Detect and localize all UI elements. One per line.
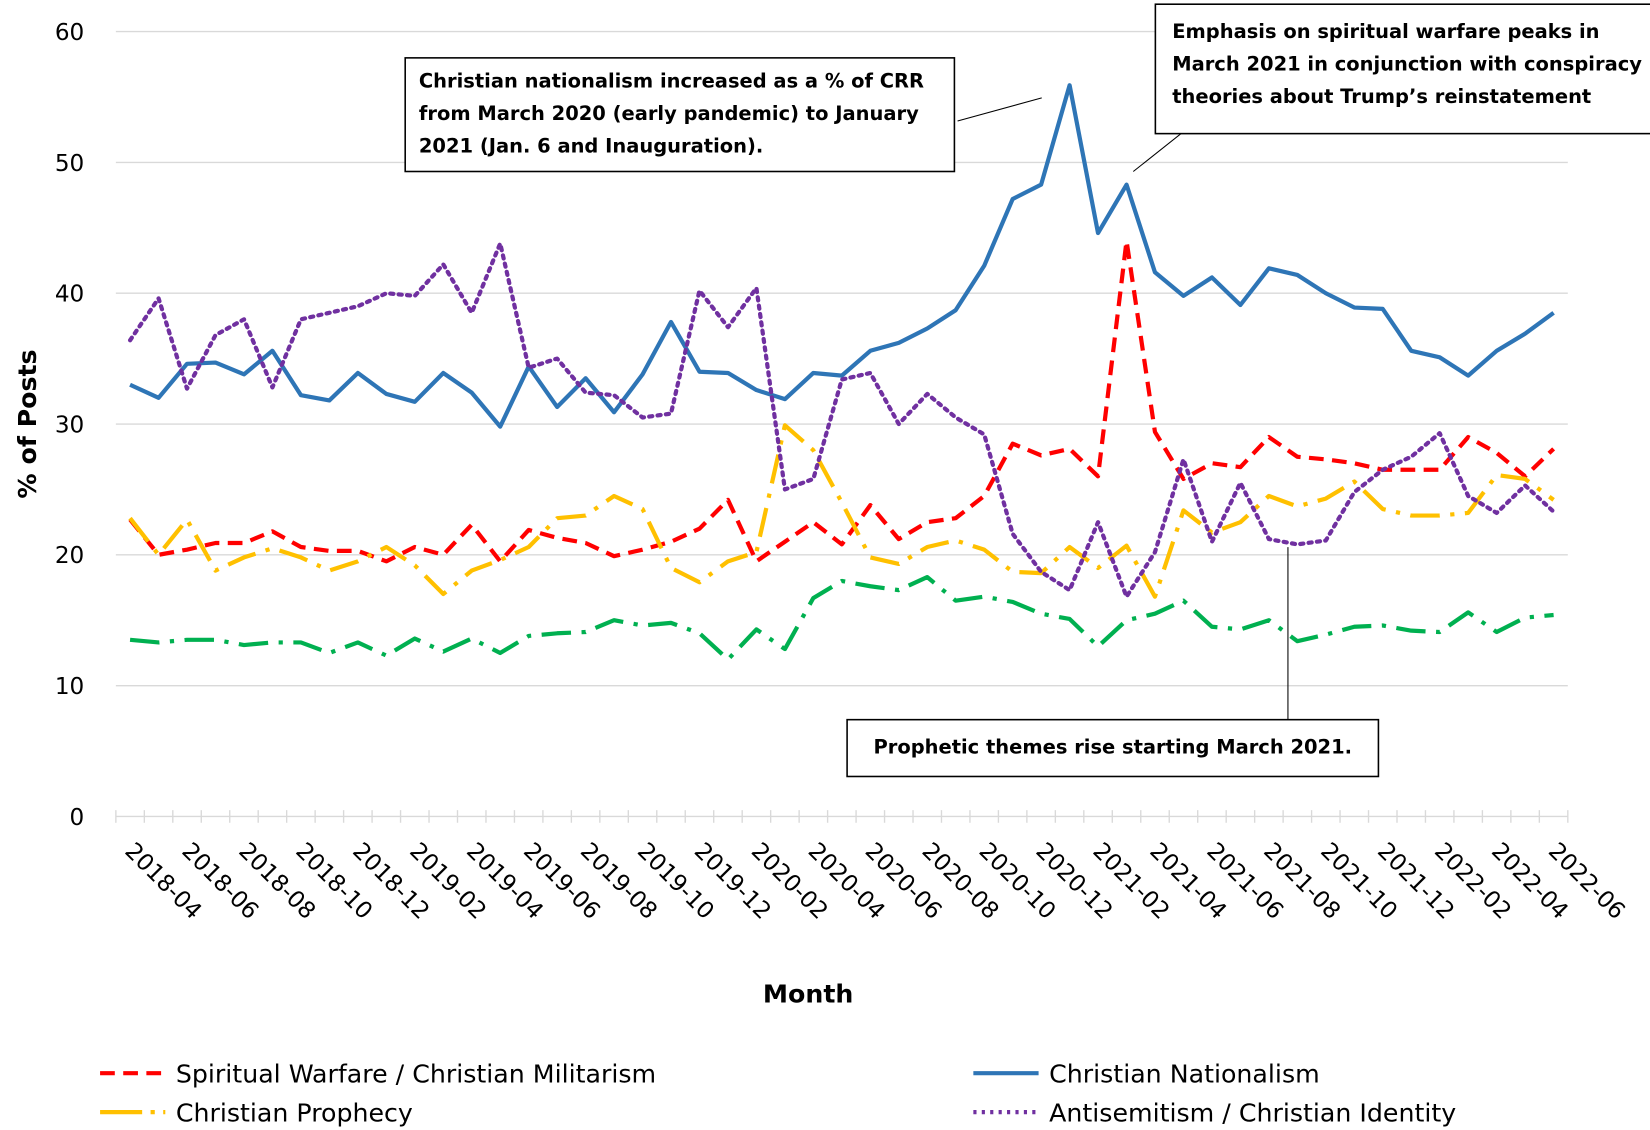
annotation-box bbox=[846, 718, 1380, 778]
y-tick-label: 60 bbox=[55, 20, 84, 46]
legend: Spiritual Warfare / Christian Militarism… bbox=[100, 1060, 1456, 1128]
y-tick-label: 20 bbox=[55, 543, 84, 569]
x-axis-title: Month bbox=[763, 980, 853, 1009]
annotation-text: Christian nationalism increased as a % o… bbox=[418, 70, 925, 158]
lines bbox=[127, 83, 1556, 662]
legend-label: Spiritual Warfare / Christian Militarism bbox=[176, 1060, 656, 1089]
annotation-box bbox=[1154, 3, 1650, 135]
series-line bbox=[128, 238, 1556, 564]
legend-label: Antisemitism / Christian Identity bbox=[1049, 1099, 1456, 1128]
annotations: Christian nationalism increased as a % o… bbox=[404, 3, 1650, 778]
leader-line bbox=[957, 97, 1042, 122]
annotation-text: Prophetic themes rise starting March 202… bbox=[873, 736, 1353, 759]
annotation: Prophetic themes rise starting March 202… bbox=[873, 736, 1353, 759]
legend-label: Christian Nationalism bbox=[1049, 1060, 1320, 1089]
y-axis-title: % of Posts bbox=[13, 349, 42, 498]
annotation-box bbox=[404, 57, 956, 173]
series-line bbox=[129, 574, 1554, 662]
y-tick-label: 30 bbox=[55, 412, 84, 438]
legend-label: Christian Prophecy bbox=[176, 1099, 413, 1128]
annotation: Christian nationalism increased as a % o… bbox=[418, 70, 925, 158]
y-tick-label: 50 bbox=[55, 151, 84, 177]
series-line bbox=[128, 423, 1555, 599]
y-tick-label: 40 bbox=[55, 282, 84, 308]
y-tick-label: 10 bbox=[55, 674, 84, 700]
annotation: Emphasis on spiritual warfare peaks in M… bbox=[1172, 21, 1642, 109]
y-tick-label: 0 bbox=[70, 805, 85, 831]
annotation-text: Emphasis on spiritual warfare peaks in M… bbox=[1172, 21, 1642, 109]
series-line bbox=[129, 83, 1555, 429]
series-line bbox=[127, 241, 1556, 599]
